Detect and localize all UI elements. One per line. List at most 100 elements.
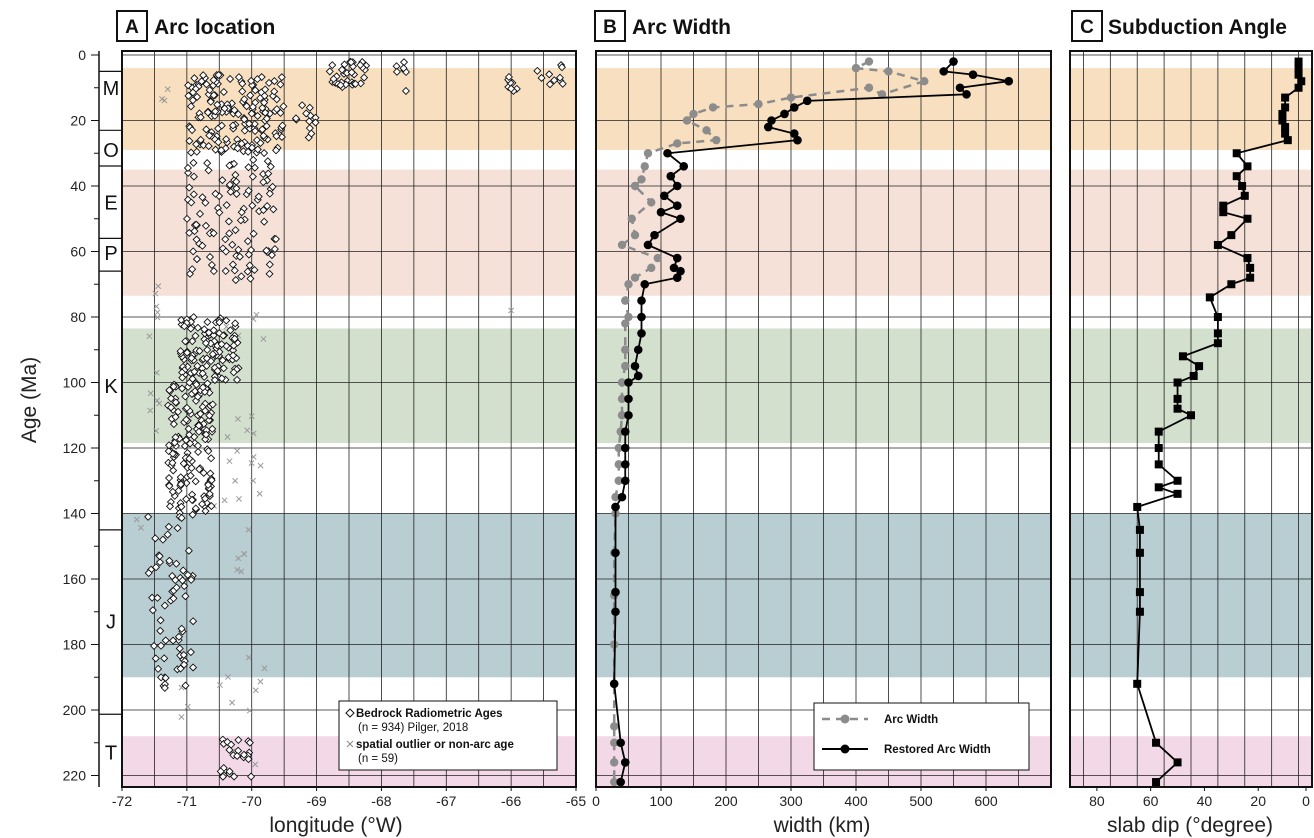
age-point [198,193,207,202]
age-point [192,255,201,264]
restored-arc-width-point-13 [663,148,672,158]
age-point [165,556,174,565]
age-point [160,601,169,610]
x-tick-c-60: 60 [1143,793,1159,809]
restored-arc-width-point-22 [643,240,653,250]
age-point [220,104,229,113]
age-point [192,380,201,389]
outlier-point [159,96,165,102]
outlier-point [261,665,268,672]
outlier-point [248,413,255,420]
slab-dip-point-40 [1173,476,1182,485]
slab-dip-point-19 [1243,214,1252,223]
age-point [169,636,178,645]
x-tick-b-400: 400 [844,793,868,809]
age-point [195,209,205,218]
arc-width-point-2 [884,67,893,76]
age-point [184,168,193,177]
restored-arc-width-point-17 [659,191,669,201]
restored-arc-width-point-48 [620,758,630,767]
arc-width-point-33 [617,411,627,420]
age-point [168,487,177,496]
age-point [169,382,178,391]
restored-arc-width-point-2 [968,70,978,79]
restored-arc-width-point-49 [616,777,625,787]
age-point [305,117,314,126]
age-point [356,79,365,88]
age-point [203,345,212,354]
slab-dip-point-50 [1173,758,1182,767]
restored-arc-width-point-24 [669,263,679,273]
arc-width-point-45 [610,738,619,747]
slab-dip-point-5 [1281,93,1290,102]
age-point [277,73,286,82]
age-point [184,91,193,100]
arc-width-point-30 [621,361,630,371]
y-tick-20: 20 [70,113,86,129]
slab-dip-point-16 [1240,191,1249,200]
outlier-point [229,699,236,706]
outlier-point [245,526,252,533]
age-point [244,250,253,259]
restored-arc-width-point-4 [955,83,965,93]
age-point [203,108,212,117]
slab-dip-point-3 [1297,77,1306,86]
age-point [245,119,254,128]
outlier-point [153,369,160,376]
age-point [203,159,212,168]
arc-width-point-46 [610,758,619,767]
age-point [178,576,187,585]
arc-width-point-38 [611,492,620,502]
age-point [190,367,199,376]
age-point [183,214,192,223]
age-point [171,398,180,407]
slab-dip-point-25 [1227,280,1236,289]
age-point [160,654,169,663]
restored-arc-width-point-41 [617,492,627,502]
age-point [156,626,165,635]
age-point [276,80,285,89]
restored-arc-width-point-0 [949,57,958,66]
slab-dip-point-37 [1154,427,1163,436]
restored-arc-width-point-42 [611,502,620,512]
age-point [204,416,214,425]
age-point [173,524,182,533]
outlier-point [234,447,241,454]
age-point [247,81,257,90]
age-point [189,247,198,256]
x-tick-b-200: 200 [714,793,738,809]
slab-dip-point-26 [1205,293,1214,302]
slab-dip-point-4 [1294,83,1303,92]
age-point [180,441,189,450]
restored-arc-width-point-10 [763,122,773,132]
y-tick-labels: 0 20 40 60 80 100 120 140 160 180 200 220 [63,47,99,784]
age-point [153,593,162,602]
age-point [201,507,210,516]
slab-dip-point-51 [1152,778,1161,787]
arc-width-point-44 [610,722,619,731]
age-point [174,486,183,495]
age-point [219,364,228,373]
outlier-point [154,314,161,321]
age-point [165,481,174,490]
slab-dip-point-0 [1294,57,1303,66]
outlier-point [226,458,233,465]
arc-width-point-47 [610,777,619,787]
slab-dip-point-39 [1154,460,1163,469]
age-point [201,198,210,207]
panel-a-plot [133,57,567,781]
age-point [235,252,244,261]
arc-width-point-18 [647,198,656,207]
slab-dip-point-2 [1294,70,1303,79]
age-point [186,102,196,111]
restored-arc-width-point-32 [630,361,640,371]
age-point [189,617,198,626]
age-point [234,110,243,119]
restored-arc-width-point-25 [676,266,685,276]
panel-c-letter: C [1080,17,1094,38]
outlier-point [146,333,153,340]
panel-c-xlabel: slab dip (°degree) [1107,814,1273,837]
age-point [218,356,227,365]
age-point [182,403,191,412]
